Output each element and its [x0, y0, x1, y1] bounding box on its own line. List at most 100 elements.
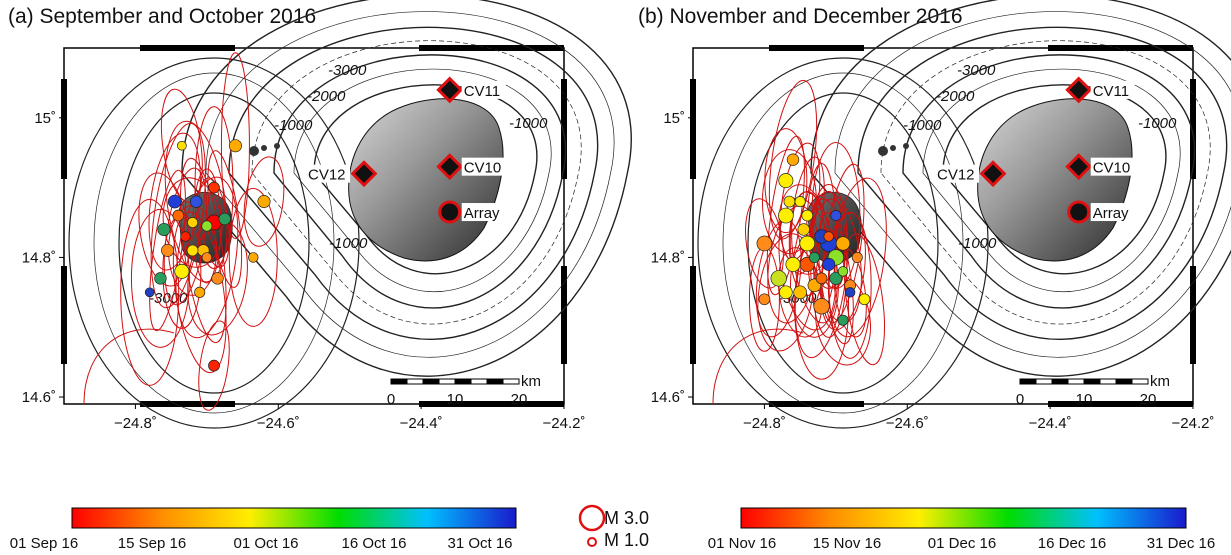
error-ellipse — [243, 156, 285, 247]
colorbar-a-label-3: 16 Oct 16 — [341, 535, 407, 552]
station-label: CV11 — [1093, 83, 1129, 100]
scale-bar-segment — [1035, 378, 1053, 385]
colorbar-a-label-4: 31 Oct 16 — [447, 535, 513, 552]
station-cv12 — [979, 160, 1007, 188]
error-ellipse — [778, 184, 829, 275]
station-label-bg — [1090, 80, 1135, 99]
station-label: CV10 — [1093, 160, 1131, 177]
scale-bar-segment — [1067, 378, 1085, 385]
error-ellipse — [160, 88, 203, 203]
earthquake-event — [808, 251, 820, 263]
colorbar-b-label-0: 01 Nov 16 — [707, 535, 777, 552]
earthquake-event — [813, 298, 830, 315]
scale-bar-segment — [406, 378, 424, 385]
station-cv11 — [1065, 76, 1093, 104]
map-frame-tick — [1190, 266, 1196, 364]
map-frame-tick — [419, 45, 564, 51]
earthquake-event — [801, 209, 814, 222]
earthquake-event — [783, 195, 796, 208]
scale-bar-label: 0 — [1016, 391, 1024, 408]
earthquake-event — [837, 266, 849, 277]
error-ellipse — [120, 198, 180, 386]
panel-a-title: (a) September and October 2016 — [8, 5, 317, 28]
colorbar-b-label-4: 31 Dec 16 — [1146, 535, 1216, 552]
bathymetry-contours — [697, 0, 1231, 429]
islet — [249, 146, 259, 156]
station-label: CV11 — [464, 83, 500, 100]
lon-tick-label: −24.4˚ — [1029, 415, 1072, 432]
map-frame-tick — [140, 401, 235, 407]
earthquake-event — [157, 222, 171, 237]
station-label: CV12 — [308, 167, 346, 184]
earthquake-event — [758, 293, 771, 306]
lat-tick-label: 14.8˚ — [651, 249, 685, 266]
station-label-bg — [461, 157, 506, 176]
contour-label: -3000 — [957, 62, 996, 79]
earthquake-event — [257, 195, 271, 209]
earthquake-event — [194, 286, 206, 298]
earthquake-event — [785, 256, 801, 272]
contour-line — [942, 84, 1167, 275]
contour-label: -1000 — [509, 115, 548, 132]
contour-line — [747, 92, 939, 394]
map-frame-tick — [690, 79, 696, 179]
station-label: Array — [1093, 205, 1129, 222]
lon-tick-label: −24.6˚ — [257, 415, 300, 432]
earthquake-event — [218, 212, 231, 226]
error-ellipse — [745, 198, 784, 289]
map-panel-b: -3000-2000-1000 -1000-1000-3000CV11CV10CV… — [651, 0, 1231, 432]
contour-line — [293, 68, 552, 293]
earthquake-event — [187, 216, 199, 229]
scale-bar-label: 20 — [1140, 391, 1157, 408]
error-ellipse — [150, 122, 206, 309]
station-cv11 — [436, 76, 464, 104]
islet — [878, 146, 888, 156]
earthquake-event — [174, 263, 190, 279]
station-label-bg — [461, 203, 516, 222]
earthquake-event — [176, 140, 187, 151]
lon-tick-label: −24.8˚ — [114, 415, 157, 432]
islet — [903, 143, 909, 149]
colorbar-b-label-1: 15 Nov 16 — [812, 535, 882, 552]
earthquake-event — [799, 235, 816, 252]
scale-bar-segment — [1115, 378, 1133, 385]
scale-bar: km 0 10 20 — [387, 373, 541, 408]
error-ellipse — [175, 176, 239, 339]
islet — [890, 145, 896, 151]
scale-bar-segment — [486, 378, 504, 385]
contour-line — [834, 11, 1231, 358]
earthquake-event — [844, 287, 856, 298]
contour-line — [251, 40, 582, 325]
earthquake-event — [248, 252, 259, 263]
colorbar-b-label-2: 01 Dec 16 — [927, 535, 997, 552]
contour-label: -1000 — [958, 235, 997, 252]
contour-label: -1000 — [1138, 115, 1177, 132]
scale-bar-label: 0 — [387, 391, 395, 408]
scale-bar-segment — [502, 378, 520, 385]
error-ellipse — [820, 212, 866, 331]
earthquake-event — [778, 207, 794, 224]
scale-bar-label: 10 — [1076, 391, 1093, 408]
lon-tick-label: −24.6˚ — [886, 415, 929, 432]
contour-label: -1000 — [274, 117, 313, 134]
contour-line — [228, 26, 599, 340]
colorbar-a-label-0: 01 Sep 16 — [9, 535, 79, 552]
legend-m3-label: M 3.0 — [604, 508, 650, 528]
earthquake-event — [797, 223, 810, 236]
error-ellipse — [712, 328, 804, 405]
contour-line — [857, 26, 1228, 340]
lon-tick-label: −24.2˚ — [1172, 415, 1215, 432]
scale-bar-label: 20 — [511, 391, 528, 408]
scale-bar-segment — [470, 378, 488, 385]
station-array — [438, 200, 462, 224]
earthquake-event — [208, 181, 220, 194]
earthquake-event — [778, 173, 794, 189]
station-label: CV10 — [464, 160, 502, 177]
earthquake-event — [794, 196, 806, 208]
contour-line — [68, 57, 360, 429]
earthquake-event — [208, 359, 220, 372]
contour-line — [722, 72, 964, 414]
earthquake-event — [756, 235, 773, 252]
earthquake-event — [851, 251, 863, 263]
scale-bar-unit: km — [521, 373, 541, 390]
